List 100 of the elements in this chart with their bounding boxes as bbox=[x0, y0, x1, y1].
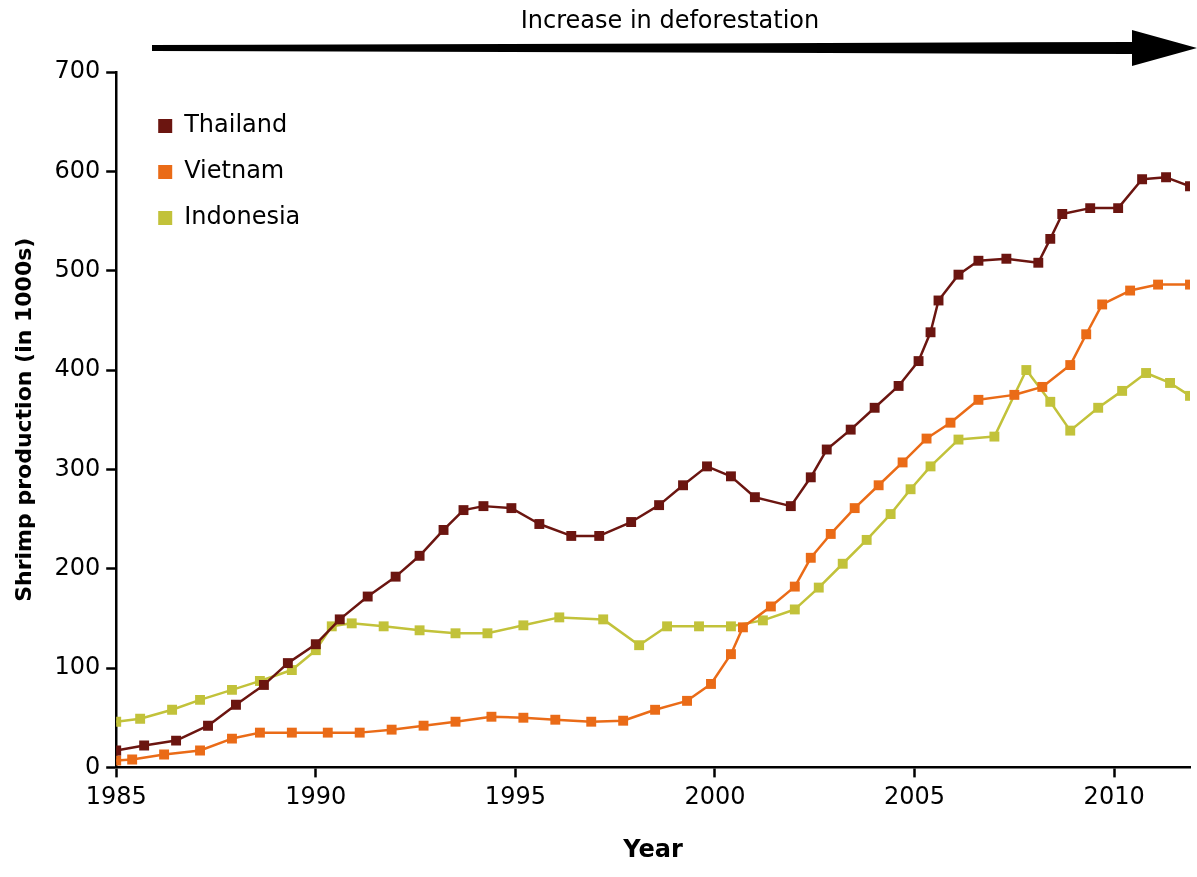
point bbox=[322, 727, 333, 738]
point bbox=[821, 444, 832, 455]
point bbox=[139, 740, 150, 751]
point bbox=[849, 503, 860, 514]
point bbox=[893, 380, 904, 391]
point bbox=[258, 680, 269, 690]
point bbox=[785, 501, 796, 512]
point bbox=[873, 480, 884, 491]
point bbox=[486, 711, 497, 722]
x-axis-title: Year bbox=[622, 834, 684, 863]
point bbox=[227, 733, 237, 744]
point bbox=[414, 625, 425, 636]
point bbox=[945, 417, 956, 428]
x-tick-label: 2010 bbox=[1083, 782, 1145, 811]
point bbox=[362, 591, 373, 602]
point bbox=[1033, 257, 1044, 268]
point bbox=[310, 639, 321, 650]
point bbox=[1141, 368, 1152, 378]
point bbox=[953, 434, 964, 445]
point bbox=[626, 517, 637, 527]
point bbox=[518, 620, 529, 631]
point bbox=[885, 509, 896, 520]
point bbox=[869, 402, 880, 413]
text: Increase in deforestation bbox=[519, 6, 821, 34]
point bbox=[1065, 425, 1076, 436]
legend-label: Indonesia bbox=[184, 202, 301, 231]
y-tick-label: 300 bbox=[54, 453, 101, 482]
point bbox=[1117, 385, 1128, 396]
point bbox=[837, 558, 848, 569]
point bbox=[897, 457, 908, 468]
legend-label: Vietnam bbox=[184, 156, 285, 185]
point bbox=[905, 484, 916, 495]
point bbox=[725, 649, 736, 660]
point bbox=[1057, 209, 1068, 220]
x-tick-label: 2005 bbox=[884, 782, 946, 811]
point bbox=[203, 720, 213, 731]
point bbox=[1037, 381, 1048, 392]
point bbox=[598, 614, 609, 625]
point bbox=[418, 720, 429, 731]
point bbox=[825, 529, 836, 539]
point bbox=[1113, 203, 1124, 214]
point bbox=[586, 716, 597, 727]
point bbox=[725, 621, 736, 632]
point bbox=[702, 461, 712, 472]
point bbox=[813, 582, 824, 593]
point bbox=[254, 727, 265, 738]
point bbox=[550, 714, 561, 725]
point bbox=[725, 471, 736, 482]
point bbox=[1161, 172, 1171, 183]
point bbox=[654, 500, 665, 511]
point bbox=[921, 433, 932, 444]
point bbox=[805, 472, 816, 483]
point bbox=[518, 712, 529, 723]
point bbox=[925, 327, 936, 338]
point bbox=[1065, 360, 1076, 371]
point bbox=[1021, 365, 1032, 375]
point bbox=[534, 519, 545, 529]
point bbox=[1001, 253, 1012, 264]
point bbox=[618, 715, 629, 726]
point bbox=[682, 695, 692, 706]
point bbox=[167, 704, 178, 715]
point bbox=[438, 525, 449, 535]
point bbox=[737, 622, 748, 633]
point bbox=[1085, 203, 1096, 214]
point bbox=[749, 492, 760, 503]
point bbox=[334, 614, 345, 625]
y-tick-label: 600 bbox=[54, 155, 101, 184]
point bbox=[1165, 377, 1175, 388]
point bbox=[135, 713, 146, 724]
point bbox=[594, 530, 605, 541]
point bbox=[478, 501, 489, 512]
point bbox=[566, 530, 577, 541]
point bbox=[973, 255, 984, 266]
point bbox=[378, 621, 389, 632]
y-tick-label: 200 bbox=[54, 552, 101, 581]
point bbox=[159, 749, 170, 760]
point bbox=[1045, 396, 1056, 407]
point bbox=[973, 394, 984, 405]
point bbox=[414, 550, 425, 561]
point bbox=[989, 431, 1000, 442]
point bbox=[650, 704, 661, 715]
point bbox=[286, 727, 297, 738]
point bbox=[1153, 279, 1164, 290]
point bbox=[1045, 233, 1056, 244]
point bbox=[171, 735, 182, 746]
point bbox=[227, 684, 237, 695]
point bbox=[706, 679, 716, 689]
point bbox=[506, 503, 517, 514]
point bbox=[354, 727, 365, 738]
point bbox=[458, 505, 469, 516]
point bbox=[757, 615, 768, 626]
y-tick-label: 0 bbox=[84, 751, 101, 780]
x-tick-label: 1995 bbox=[484, 782, 546, 811]
point bbox=[195, 694, 205, 705]
point bbox=[346, 618, 357, 629]
x-tick-label: 1990 bbox=[285, 782, 347, 811]
x-tick-label: 2000 bbox=[684, 782, 746, 811]
point bbox=[805, 552, 816, 563]
point bbox=[913, 356, 924, 367]
point bbox=[482, 628, 493, 639]
